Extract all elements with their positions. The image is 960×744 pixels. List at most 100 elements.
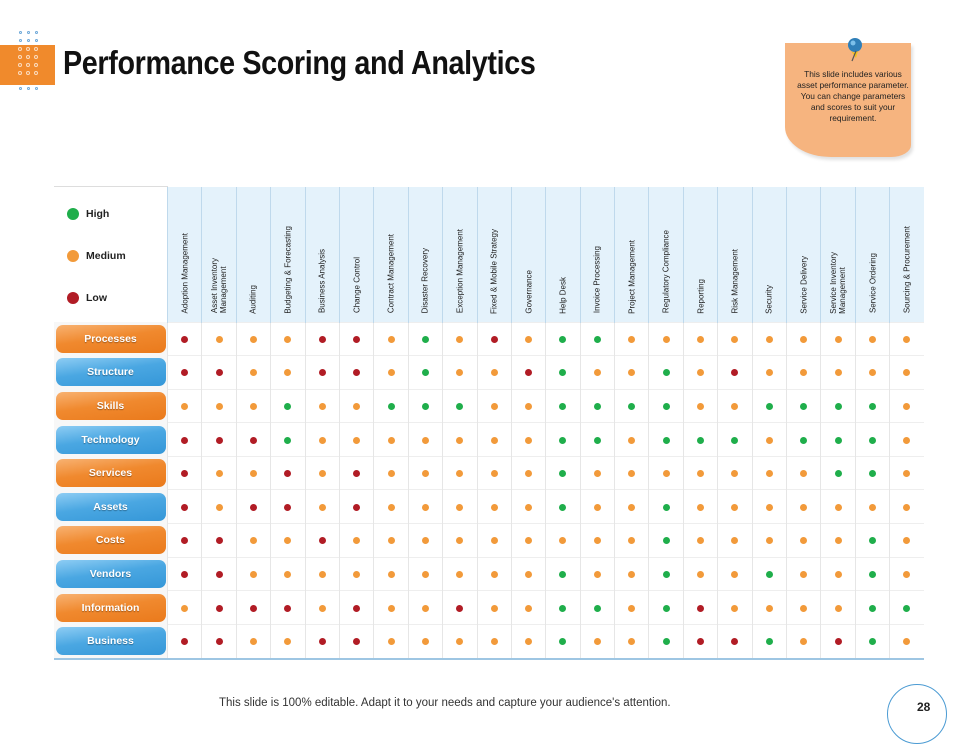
- score-dot-medium: [593, 537, 601, 545]
- score-cell: [889, 455, 924, 490]
- score-dot-medium: [903, 369, 911, 377]
- score-cell: [717, 355, 753, 390]
- score-cell: [407, 321, 443, 356]
- score-dot-high: [662, 436, 670, 444]
- legend-dot-low: [67, 292, 79, 304]
- score-cell: [614, 556, 649, 591]
- score-cell: [545, 388, 581, 423]
- score-cell: [304, 455, 340, 490]
- score-dot-high: [559, 436, 567, 444]
- score-cell: [682, 556, 718, 591]
- score-dot-medium: [869, 335, 876, 343]
- score-dot-medium: [525, 604, 533, 612]
- score-dot-high: [765, 638, 773, 646]
- score-cell: [407, 422, 443, 457]
- score-dot-medium: [284, 537, 292, 545]
- score-cell: [682, 489, 718, 524]
- score-cell: [751, 556, 787, 591]
- score-cell: [476, 422, 512, 457]
- score-dot-medium: [421, 537, 429, 545]
- row-label: Assets: [55, 492, 166, 521]
- score-cell: [889, 523, 924, 558]
- pushpin-icon: [848, 38, 862, 62]
- score-dot-medium: [318, 570, 326, 578]
- score-cell: [270, 355, 306, 390]
- score-dot-low: [181, 638, 189, 646]
- score-dot-medium: [249, 570, 257, 578]
- score-cell: [751, 388, 787, 423]
- score-dot-medium: [490, 402, 498, 410]
- score-cell: [889, 556, 924, 591]
- score-cell: [442, 355, 478, 390]
- row-label-cell: Costs: [54, 523, 168, 558]
- score-dot-medium: [628, 638, 636, 646]
- column-header-label: Exception Management: [455, 229, 465, 314]
- score-cell: [270, 590, 306, 625]
- score-dot-medium: [249, 470, 257, 478]
- matrix-body: Processes Structure Skills Technology Servic…: [54, 321, 924, 660]
- score-cell: [786, 556, 821, 591]
- score-cell: [235, 489, 271, 524]
- score-cell: [648, 455, 684, 490]
- score-dot-medium: [318, 604, 326, 612]
- score-cell: [166, 489, 202, 524]
- score-cell: [717, 422, 753, 457]
- score-cell: [820, 455, 856, 490]
- score-cell: [545, 623, 581, 660]
- score-dot-high: [869, 537, 876, 545]
- score-dot-medium: [662, 470, 670, 478]
- score-dot-medium: [249, 638, 257, 646]
- score-cell: [614, 623, 649, 660]
- column-header: Security: [751, 186, 787, 322]
- score-cell: [338, 523, 374, 558]
- score-cell: [442, 388, 478, 423]
- score-dot-medium: [593, 570, 601, 578]
- score-cell: [235, 523, 271, 558]
- legend-item-high: High: [67, 208, 109, 220]
- score-cell: [820, 556, 856, 591]
- score-dot-low: [731, 638, 739, 646]
- score-dot-low: [181, 335, 189, 343]
- column-header: Sourcing & Procurement: [889, 186, 924, 322]
- score-dot-medium: [593, 369, 601, 377]
- score-cell: [579, 422, 615, 457]
- score-cell: [510, 489, 546, 524]
- legend-dot-medium: [67, 250, 79, 262]
- score-cell: [751, 455, 787, 490]
- score-dot-low: [215, 570, 223, 578]
- score-dot-medium: [834, 604, 842, 612]
- score-dot-medium: [628, 369, 636, 377]
- score-cell: [786, 422, 821, 457]
- score-cell: [820, 355, 856, 390]
- score-cell: [648, 321, 684, 356]
- score-cell: [201, 489, 237, 524]
- score-dot-low: [181, 369, 189, 377]
- score-cell: [476, 590, 512, 625]
- score-dot-medium: [628, 537, 636, 545]
- column-header-label: Regulatory Compliance: [661, 230, 671, 314]
- score-cell: [201, 388, 237, 423]
- score-dot-low: [181, 537, 189, 545]
- score-cell: [510, 523, 546, 558]
- score-cell: [751, 590, 787, 625]
- score-cell: [373, 422, 409, 457]
- score-dot-medium: [215, 402, 223, 410]
- score-dot-medium: [490, 604, 498, 612]
- score-cell: [235, 355, 271, 390]
- column-header-label: Asset Inventory Management: [210, 258, 229, 314]
- score-dot-medium: [903, 537, 911, 545]
- column-header: Change Control: [338, 186, 374, 322]
- column-header: Help Desk: [545, 186, 581, 322]
- scoring-matrix: High Medium Low Adoption Management Asset…: [54, 186, 924, 660]
- score-dot-low: [249, 503, 257, 511]
- score-dot-medium: [800, 470, 808, 478]
- score-cell: [648, 623, 684, 660]
- score-dot-low: [697, 604, 705, 612]
- score-dot-medium: [697, 470, 705, 478]
- score-dot-high: [593, 335, 601, 343]
- score-dot-medium: [903, 402, 911, 410]
- score-dot-high: [869, 638, 876, 646]
- matrix-row: Processes: [54, 321, 924, 356]
- score-dot-high: [834, 470, 842, 478]
- score-dot-high: [593, 604, 601, 612]
